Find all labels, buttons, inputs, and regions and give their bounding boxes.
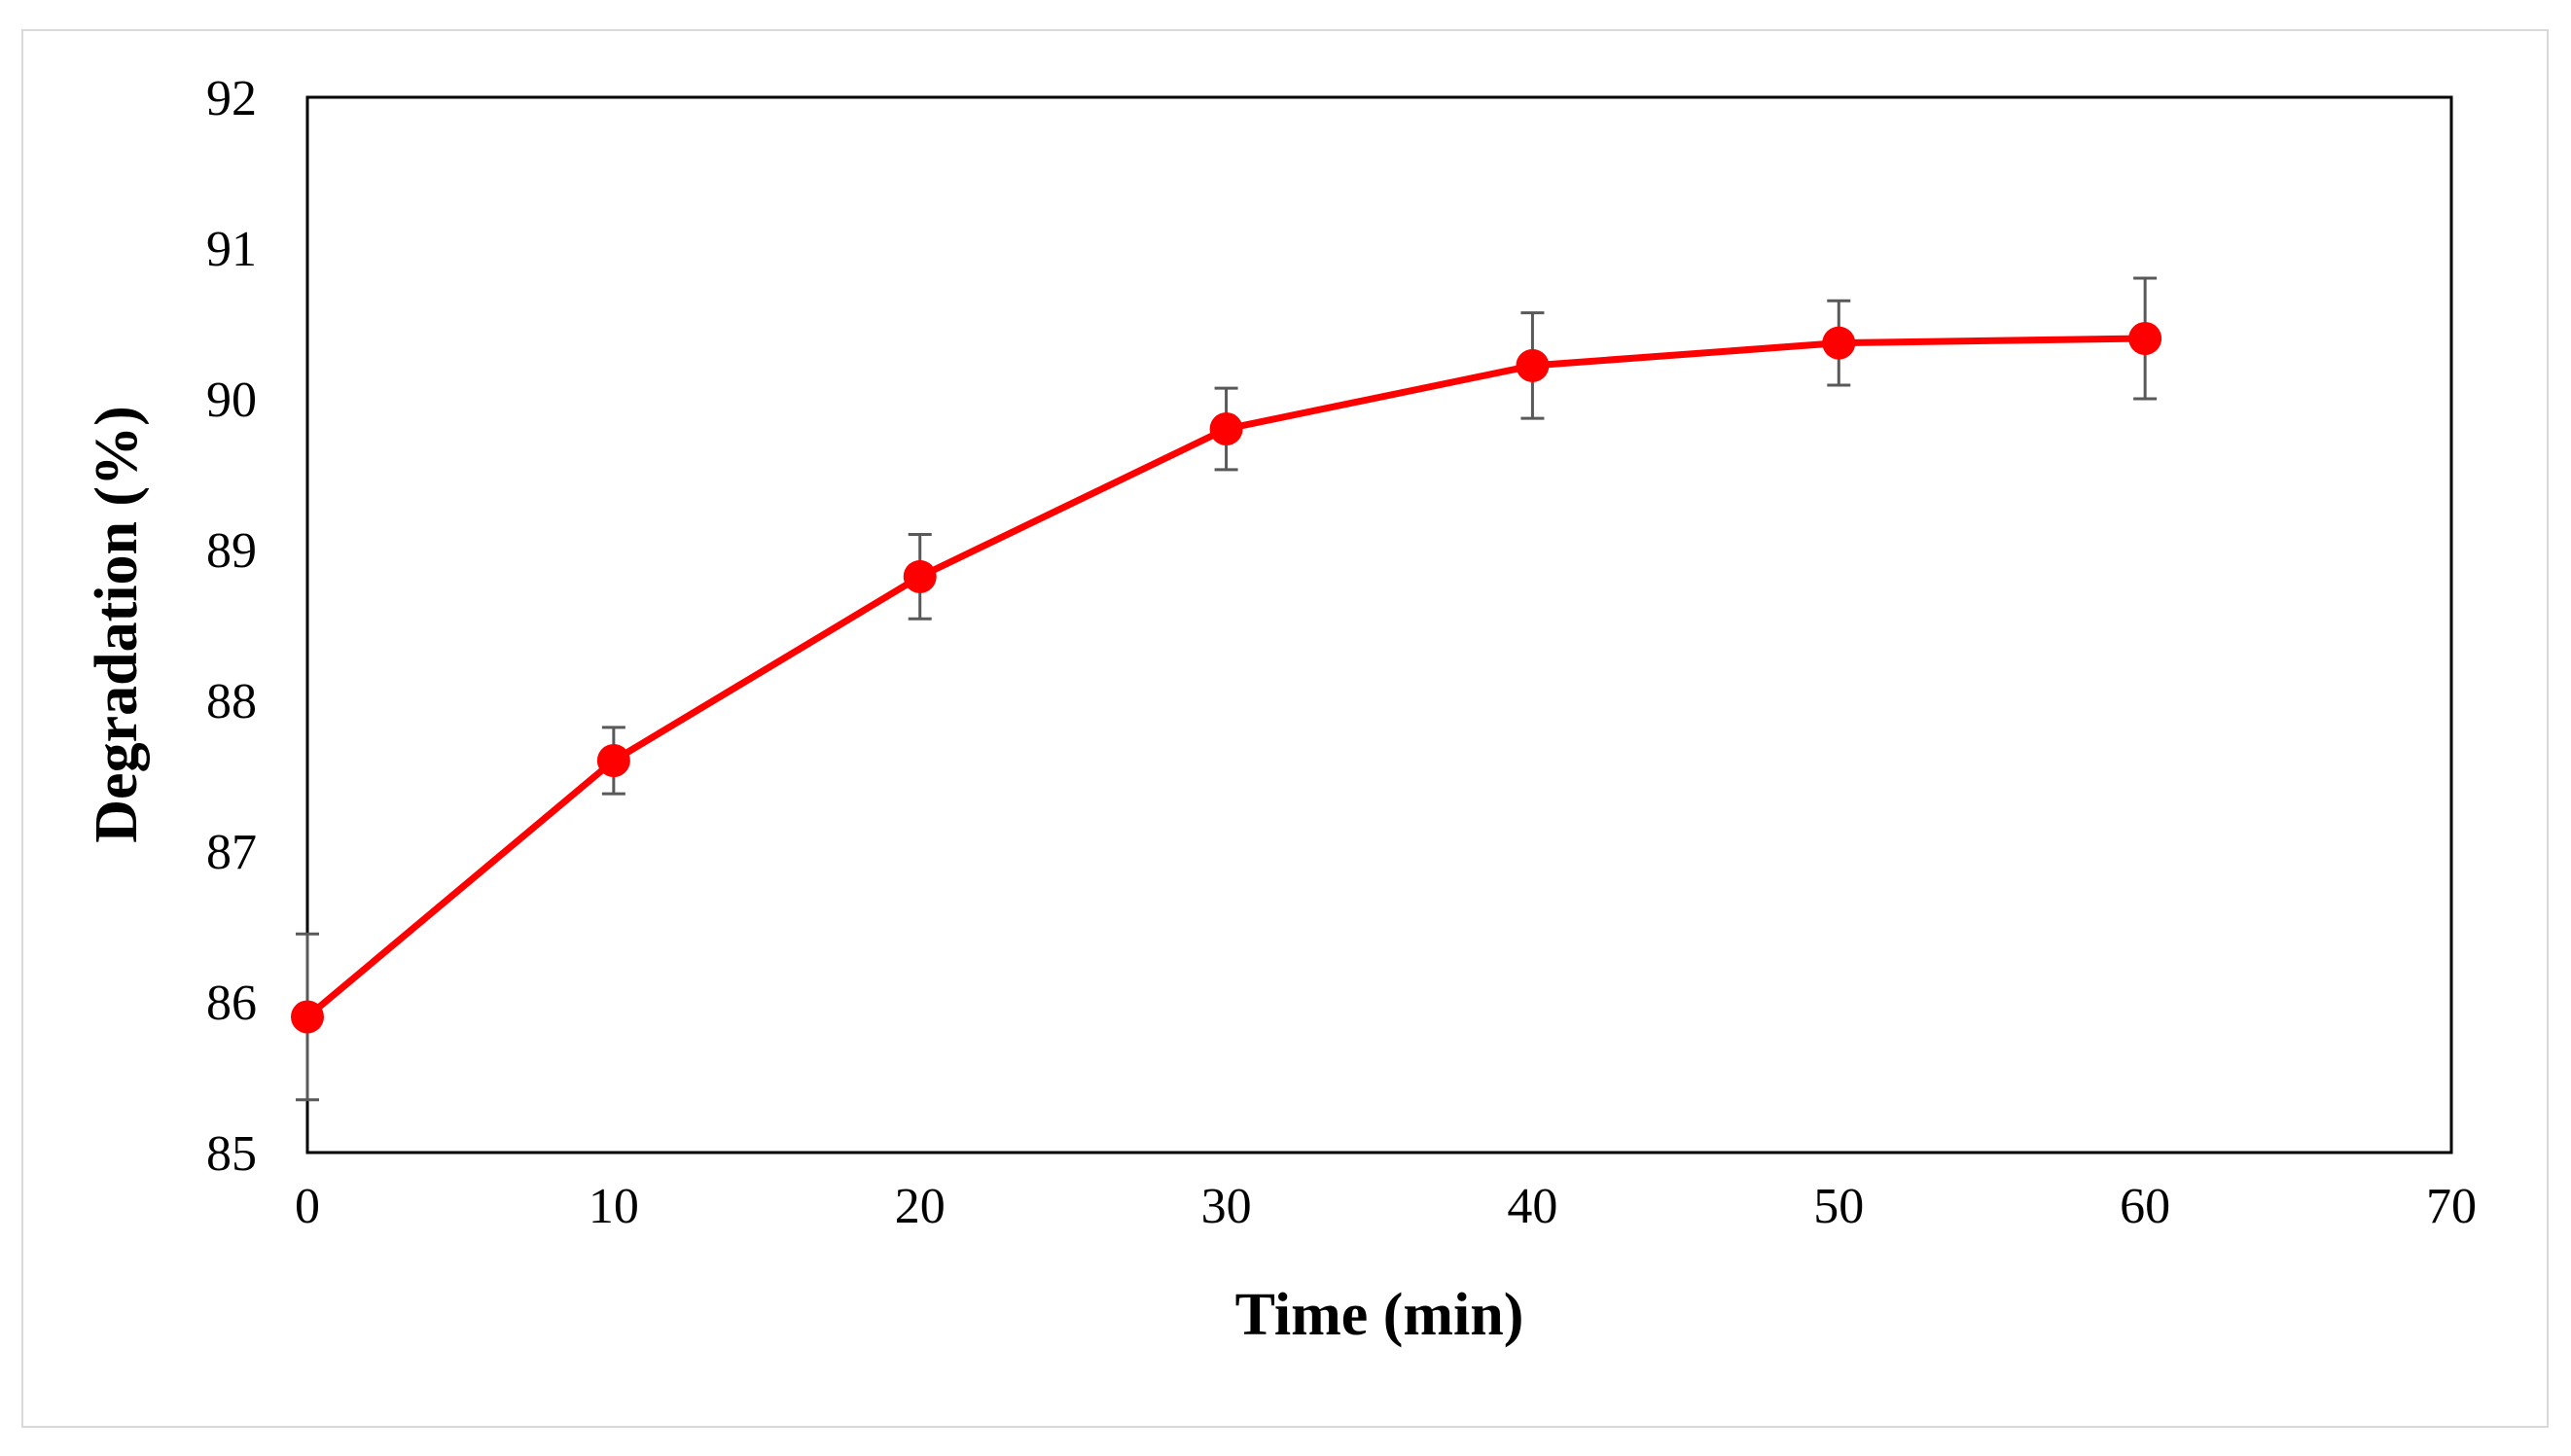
x-tick-label: 0 <box>295 1179 320 1234</box>
data-point <box>1516 348 1550 382</box>
data-point <box>1822 326 1856 360</box>
data-point <box>596 744 630 777</box>
x-tick-label: 60 <box>2120 1179 2170 1234</box>
x-axis-title: Time (min) <box>1235 1282 1524 1348</box>
y-tick-label: 90 <box>206 373 257 428</box>
y-tick-label: 92 <box>206 71 257 126</box>
x-axis: 0 10 20 30 40 50 60 70 <box>295 1179 2477 1234</box>
error-bars <box>296 276 2158 1102</box>
y-tick-label: 91 <box>206 222 257 277</box>
y-tick-label: 85 <box>206 1126 257 1182</box>
y-tick-label: 86 <box>206 976 257 1031</box>
x-tick-label: 70 <box>2426 1179 2477 1234</box>
x-tick-label: 50 <box>1813 1179 1864 1234</box>
data-point <box>903 559 937 593</box>
data-point <box>291 1000 324 1034</box>
plot-area <box>305 95 2453 1154</box>
y-axis-title: Degradation (%) <box>84 406 150 842</box>
y-tick-label: 87 <box>206 825 257 880</box>
x-tick-label: 10 <box>589 1179 639 1234</box>
x-tick-label: 40 <box>1507 1179 1557 1234</box>
y-tick-label: 89 <box>206 523 257 579</box>
x-tick-label: 30 <box>1201 1179 1252 1234</box>
chart-frame <box>21 29 2549 1428</box>
x-tick-label: 20 <box>895 1179 946 1234</box>
data-points <box>291 322 2162 1034</box>
data-point <box>2128 322 2162 355</box>
y-tick-label: 88 <box>206 674 257 729</box>
data-point <box>1209 412 1243 445</box>
y-axis: 85 86 87 88 89 90 91 92 <box>206 71 257 1182</box>
